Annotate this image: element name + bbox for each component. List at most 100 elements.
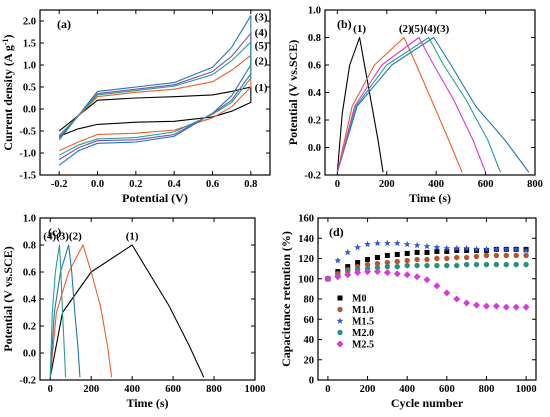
data-point (493, 252, 500, 259)
data-point (364, 268, 372, 276)
data-point (344, 271, 352, 279)
data-point (444, 255, 450, 262)
data-point (374, 260, 381, 267)
x-tick-label: 0.2 (129, 179, 142, 190)
legend-label: M0 (352, 294, 366, 305)
x-tick-label: 400 (428, 179, 444, 190)
y-axis-label: Potential (V vs.SCE) (1, 246, 15, 351)
data-point (403, 271, 411, 279)
y-tick-label: 0.6 (308, 61, 321, 72)
data-point (384, 252, 390, 258)
x-axis-label: Potential (V) (122, 191, 188, 205)
y-tick-label: 1.0 (23, 214, 36, 225)
data-point (384, 259, 391, 266)
data-point (394, 258, 400, 265)
legend-marker (336, 340, 344, 348)
data-point (464, 247, 470, 253)
curve-annotation: (5) (255, 40, 268, 52)
data-point (414, 249, 420, 255)
y-tick-label: 80 (304, 295, 315, 306)
y-tick-label: -0.2 (19, 376, 36, 387)
data-point (513, 261, 519, 268)
panel-label: (d) (329, 225, 344, 239)
y-tick-label: 0.2 (308, 116, 321, 127)
y-tick-label: 0.2 (23, 322, 36, 333)
data-point (503, 261, 509, 268)
y-tick-label: 2.0 (23, 17, 36, 28)
series-line-(4) (58, 32, 252, 161)
data-point (502, 303, 510, 311)
y-axis-label: Current density (A g-1) (1, 34, 16, 150)
data-point (404, 257, 410, 264)
data-point (522, 246, 530, 254)
y-tick-label: 0.5 (23, 83, 36, 94)
data-point (434, 248, 440, 254)
plot-frame (317, 217, 537, 381)
data-point (383, 269, 391, 277)
data-point (384, 263, 391, 270)
data-point (434, 262, 440, 269)
data-point (512, 245, 520, 253)
legend-label: M2.5 (352, 340, 374, 351)
data-point (354, 243, 361, 251)
panel-label: (c) (48, 225, 61, 239)
data-point (354, 269, 362, 277)
y-tick-label: 100 (298, 274, 314, 285)
panel-label: (b) (337, 17, 352, 31)
data-point (463, 254, 470, 261)
data-point (374, 254, 380, 260)
data-point (374, 239, 381, 247)
legend-label: M2.0 (352, 328, 374, 339)
x-tick-label: 600 (478, 179, 494, 190)
series-line-(2) (49, 244, 113, 378)
data-point (473, 245, 480, 253)
y-tick-label: 160 (298, 214, 314, 225)
data-point (443, 244, 451, 252)
series-line-(2) (336, 36, 463, 173)
x-tick-label: 0 (335, 179, 340, 190)
data-point (502, 245, 510, 253)
series-line-(5) (58, 41, 252, 156)
series-line-(3) (336, 36, 530, 173)
x-tick-label: 1000 (516, 384, 537, 395)
data-point (403, 240, 411, 248)
data-point (355, 260, 361, 266)
y-tick-label: 140 (298, 234, 314, 245)
data-point (433, 243, 441, 251)
series-line-(1) (336, 36, 384, 173)
data-point (463, 299, 471, 307)
y-tick-label: 1.0 (23, 61, 36, 72)
x-tick-label: 0 (325, 384, 330, 395)
curve-annotation: (3) (255, 12, 268, 24)
curve-annotation: (5)(4)(3) (411, 23, 450, 35)
data-point (424, 249, 430, 255)
data-point (404, 262, 410, 269)
data-point (483, 261, 490, 268)
data-point (483, 245, 490, 253)
x-tick-label: 0.8 (244, 179, 257, 190)
data-point (414, 256, 420, 263)
x-tick-label: 800 (206, 384, 222, 395)
x-tick-label: 400 (399, 384, 415, 395)
data-point (454, 254, 460, 261)
x-tick-label: 400 (124, 384, 140, 395)
curve-annotation: (1) (126, 231, 139, 243)
y-tick-label: 0.6 (23, 268, 36, 279)
data-point (482, 302, 490, 310)
curve-annotation: (2) (255, 56, 268, 68)
y-tick-label: 60 (304, 315, 315, 326)
x-tick-label: 800 (527, 179, 543, 190)
y-tick-label: 1.0 (308, 6, 321, 17)
data-point (413, 273, 421, 281)
data-point (523, 261, 529, 268)
x-tick-label: 200 (379, 179, 395, 190)
x-axis-label: Time (s) (409, 191, 451, 205)
series-line-(1) (58, 86, 252, 137)
data-point (443, 289, 451, 297)
data-point (483, 252, 490, 259)
y-tick-label: 0.8 (308, 33, 321, 44)
data-point (512, 303, 520, 311)
x-tick-label: 0 (48, 384, 53, 395)
data-point (364, 240, 371, 248)
y-axis-label: Potential (V vs.SCE) (286, 40, 300, 145)
